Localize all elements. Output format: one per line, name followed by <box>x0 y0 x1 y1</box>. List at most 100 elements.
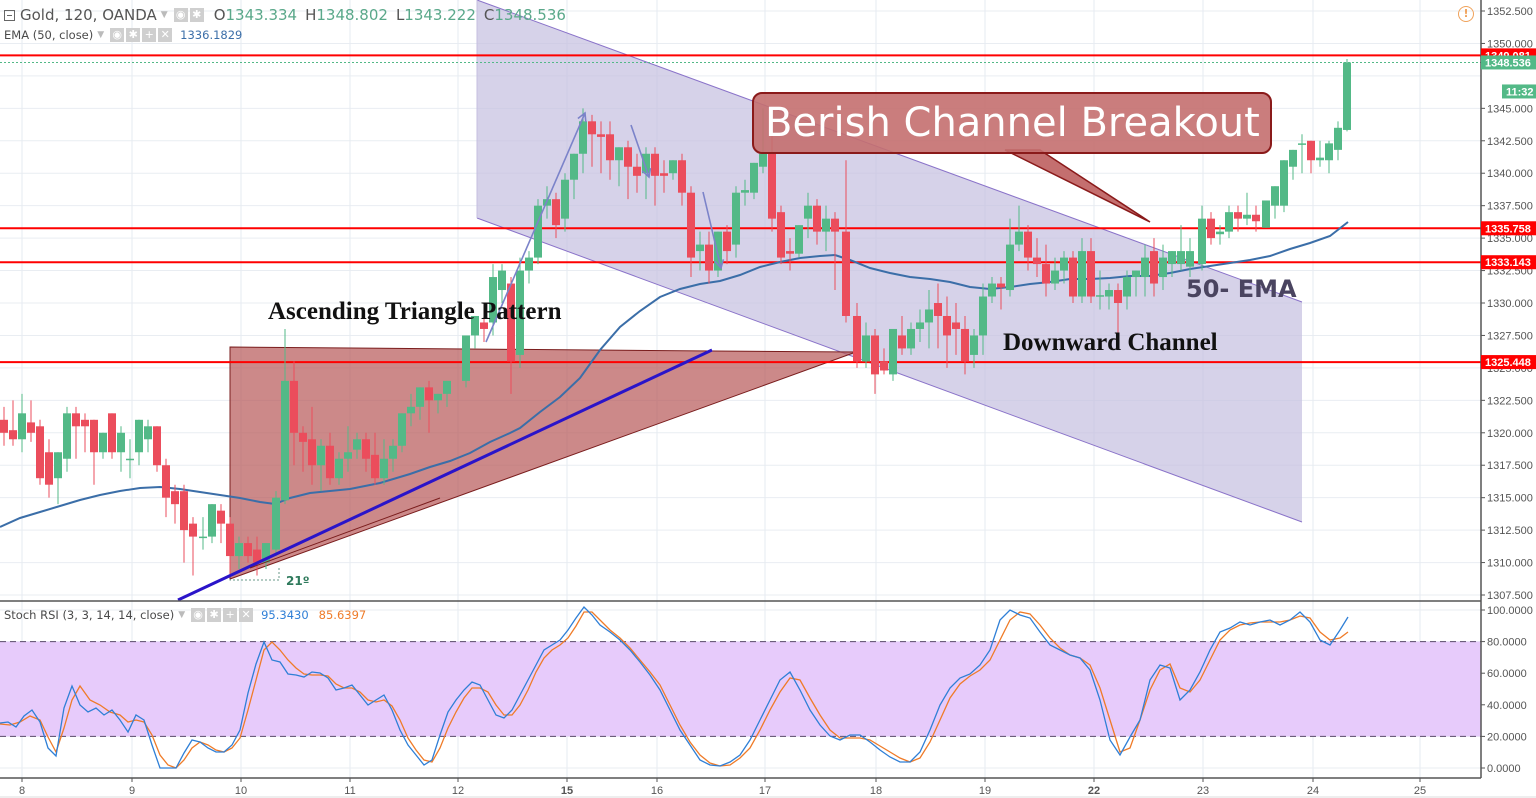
candle-body[interactable] <box>480 322 488 329</box>
rsi-axis-label[interactable]: 40.0000 <box>1487 700 1527 712</box>
candle-body[interactable] <box>723 231 731 252</box>
candle-body[interactable] <box>1307 140 1315 161</box>
candle-body[interactable] <box>425 387 433 401</box>
candle-body[interactable] <box>552 199 560 226</box>
candle-body[interactable] <box>1096 295 1104 297</box>
time-axis-label[interactable]: 23 <box>1197 785 1209 797</box>
candle-body[interactable] <box>153 426 161 466</box>
rsi-axis-label[interactable]: 80.0000 <box>1487 637 1527 649</box>
time-axis-label[interactable]: 22 <box>1088 785 1100 797</box>
candle-body[interactable] <box>1015 231 1023 245</box>
candle-body[interactable] <box>171 491 179 505</box>
candle-body[interactable] <box>281 380 289 501</box>
candle-body[interactable] <box>434 393 442 401</box>
time-axis-label[interactable]: 24 <box>1307 785 1319 797</box>
candle-body[interactable] <box>777 212 785 258</box>
candle-body[interactable] <box>768 153 776 219</box>
candle-body[interactable] <box>1234 212 1242 219</box>
candle-body[interactable] <box>443 380 451 394</box>
price-axis-label[interactable]: 1330.000 <box>1487 298 1533 310</box>
time-axis-label[interactable]: 25 <box>1414 785 1426 797</box>
candle-body[interactable] <box>1042 264 1050 284</box>
candle-body[interactable] <box>579 121 587 154</box>
candle-body[interactable] <box>1069 257 1077 297</box>
candle-body[interactable] <box>9 430 17 440</box>
candle-body[interactable] <box>651 153 659 176</box>
candle-body[interactable] <box>633 166 641 176</box>
candle-body[interactable] <box>1207 218 1215 239</box>
collapse-icon[interactable] <box>4 9 15 21</box>
eye-icon[interactable]: ◉ <box>173 8 188 22</box>
ema-title[interactable]: EMA (50, close) <box>4 28 94 42</box>
time-axis-label[interactable]: 16 <box>651 785 663 797</box>
candle-body[interactable] <box>1298 143 1306 145</box>
candle-body[interactable] <box>1271 186 1279 206</box>
candle-body[interactable] <box>732 192 740 245</box>
candle-body[interactable] <box>714 231 722 271</box>
candle-body[interactable] <box>63 413 71 459</box>
candle-body[interactable] <box>916 322 924 329</box>
candle-body[interactable] <box>1123 277 1131 297</box>
candle-body[interactable] <box>108 413 116 453</box>
gear-icon[interactable]: ✱ <box>207 608 222 622</box>
time-axis-label[interactable]: 19 <box>979 785 991 797</box>
candle-body[interactable] <box>1316 157 1324 161</box>
candle-body[interactable] <box>687 192 695 258</box>
candle-body[interactable] <box>831 218 839 232</box>
candle-body[interactable] <box>290 380 298 433</box>
candle-body[interactable] <box>705 244 713 271</box>
candle-body[interactable] <box>18 413 26 440</box>
time-axis-label[interactable]: 9 <box>129 785 135 797</box>
price-axis-label[interactable]: 1337.500 <box>1487 201 1533 213</box>
candle-body[interactable] <box>853 315 861 362</box>
gear-icon[interactable]: ✱ <box>126 28 141 42</box>
candle-body[interactable] <box>813 205 821 232</box>
time-axis-label[interactable]: 17 <box>759 785 771 797</box>
candle-body[interactable] <box>45 452 53 485</box>
price-axis-label[interactable]: 1320.000 <box>1487 428 1533 440</box>
candle-body[interactable] <box>1177 251 1185 265</box>
candle-body[interactable] <box>759 153 767 167</box>
plus-icon[interactable]: + <box>142 28 157 42</box>
candle-body[interactable] <box>1150 251 1158 284</box>
candle-body[interactable] <box>898 335 906 349</box>
price-axis-label[interactable]: 1352.500 <box>1487 6 1533 18</box>
chevron-down-icon[interactable]: ▼ <box>178 610 186 620</box>
candle-body[interactable] <box>1141 257 1149 278</box>
candle-body[interactable] <box>498 270 506 291</box>
price-axis-label[interactable]: 1342.500 <box>1487 136 1533 148</box>
candle-body[interactable] <box>880 361 888 371</box>
candle-body[interactable] <box>389 445 397 459</box>
candle-body[interactable] <box>696 244 704 252</box>
candle-body[interactable] <box>180 491 188 531</box>
candle-body[interactable] <box>1243 214 1251 219</box>
candle-body[interactable] <box>1159 257 1167 278</box>
candle-body[interactable] <box>588 121 596 135</box>
candle-body[interactable] <box>335 458 343 479</box>
candle-body[interactable] <box>669 160 677 174</box>
candle-body[interactable] <box>1087 251 1095 297</box>
candle-body[interactable] <box>822 218 830 232</box>
candle-body[interactable] <box>362 439 370 459</box>
candle-body[interactable] <box>226 523 234 557</box>
candle-body[interactable] <box>1024 231 1032 258</box>
candle-body[interactable] <box>308 439 316 466</box>
candle-body[interactable] <box>1033 257 1041 265</box>
candle-body[interactable] <box>1334 127 1342 150</box>
candle-body[interactable] <box>624 147 632 167</box>
price-axis-label[interactable]: 1335.000 <box>1487 233 1533 245</box>
candle-body[interactable] <box>741 190 749 193</box>
candle-body[interactable] <box>615 147 623 161</box>
candle-body[interactable] <box>925 309 933 323</box>
gear-icon[interactable]: ✱ <box>189 8 204 22</box>
candle-body[interactable] <box>235 543 243 557</box>
candle-body[interactable] <box>1262 200 1270 228</box>
candle-body[interactable] <box>525 257 533 271</box>
candle-body[interactable] <box>1132 270 1140 278</box>
eye-icon[interactable]: ◉ <box>110 28 125 42</box>
candle-body[interactable] <box>380 458 388 479</box>
candle-body[interactable] <box>1289 149 1297 167</box>
candle-body[interactable] <box>398 413 406 446</box>
candle-body[interactable] <box>81 419 89 427</box>
chevron-down-icon[interactable]: ▼ <box>160 10 168 20</box>
